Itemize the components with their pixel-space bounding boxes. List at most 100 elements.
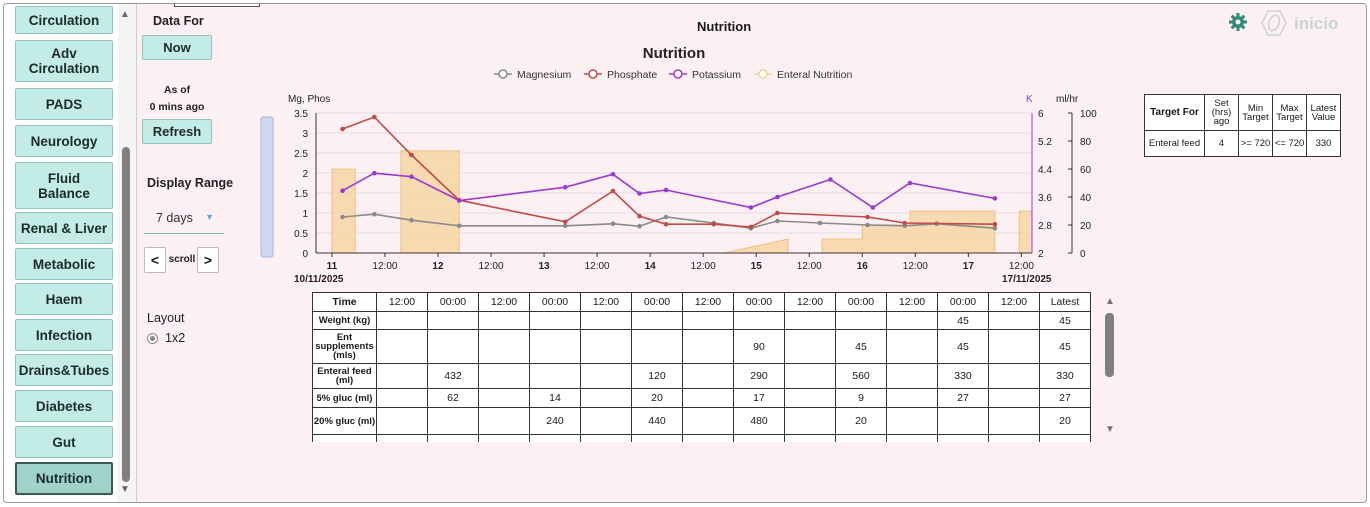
scroll-next-button[interactable]: > xyxy=(197,247,219,273)
table-scrollbar-thumb[interactable] xyxy=(1105,313,1114,377)
phosphate-point xyxy=(637,213,642,219)
time-column-header: 12:00 xyxy=(580,292,632,312)
target-header: Max Target xyxy=(1272,94,1307,131)
display-range-select[interactable]: 7 days ▼ xyxy=(144,204,224,234)
phosphate-point xyxy=(775,210,780,216)
table-scroll-up-icon[interactable]: ▲ xyxy=(1105,296,1115,307)
table-cell: 480 xyxy=(733,407,785,435)
sidebar-item-gut[interactable]: Gut xyxy=(15,426,113,458)
sidebar-item-neurology[interactable]: Neurology xyxy=(15,125,113,157)
table-cell xyxy=(529,311,581,330)
table-row: Enteral feed (ml) 432 120 290 560 330 330 xyxy=(312,363,1091,389)
phosphate-point xyxy=(340,126,345,132)
sidebar-item-adv-circulation[interactable]: Adv Circulation xyxy=(15,40,113,82)
x-tick-label: 12:00 xyxy=(479,261,504,272)
as-of-label: As of xyxy=(163,84,191,96)
range-slider-handle xyxy=(260,116,274,258)
target-cell: >= 720 xyxy=(1238,130,1273,157)
potassium-point xyxy=(775,194,780,200)
start-date-label: 10/11/2025 xyxy=(294,274,344,285)
sidebar-item-diabetes[interactable]: Diabetes xyxy=(15,390,113,422)
phosphate-point xyxy=(372,114,377,120)
legend-marker xyxy=(498,69,508,79)
potassium-point xyxy=(340,188,345,193)
table-cell xyxy=(427,407,479,435)
table-row: Weight (kg) 45 45 xyxy=(312,311,1091,330)
ml-hr-tick-label: 20 xyxy=(1080,221,1092,232)
potassium-tick-label: 2.8 xyxy=(1038,221,1052,232)
layout-radio[interactable] xyxy=(147,333,158,344)
left-tick-label: 2.5 xyxy=(294,149,308,160)
table-cell: 45 xyxy=(1039,329,1091,364)
refresh-button[interactable]: Refresh xyxy=(142,119,212,144)
table-row: Enteral feed 4 >= 720 <= 720 330 xyxy=(1144,130,1341,157)
scroll-up-icon[interactable]: ▲ xyxy=(120,9,130,20)
table-row: Ent supplements (mls) 90 45 45 45 xyxy=(312,329,1091,364)
potassium-point xyxy=(828,177,833,182)
left-tick-label: 2 xyxy=(302,169,308,180)
ml-hr-tick-label: 0 xyxy=(1080,249,1086,260)
legend-marker xyxy=(758,69,768,79)
layout-option: 1x2 xyxy=(165,331,186,345)
magnesium-line xyxy=(342,213,995,230)
sidebar-item-fluid-balance[interactable]: Fluid Balance xyxy=(15,162,113,209)
time-column-header: 12:00 xyxy=(784,292,836,312)
dropdown-arrow-icon: ▼ xyxy=(205,212,214,222)
target-cell: 4 xyxy=(1204,130,1239,157)
phosphate-point xyxy=(610,188,616,194)
sidebar-item-renal-liver[interactable]: Renal & Liver xyxy=(15,212,113,244)
sidebar-item-infection[interactable]: Infection xyxy=(15,319,113,351)
time-column-header: 12:00 xyxy=(376,292,428,312)
table-cell: 45 xyxy=(835,329,887,364)
as-of-value: 0 mins ago xyxy=(149,101,205,113)
sidebar-item-haem[interactable]: Haem xyxy=(15,283,113,315)
left-tick-label: 0.5 xyxy=(294,229,308,240)
potassium-tick-label: 5.2 xyxy=(1038,137,1052,148)
x-tick-label: 12:00 xyxy=(372,261,397,272)
data-table: Time 12:00 00:00 12:00 00:00 12:00 00:00 12:00 0… xyxy=(312,292,1091,442)
inicio-logo: inicio xyxy=(1261,10,1338,36)
sidebar-item-nutrition[interactable]: Nutrition xyxy=(15,462,113,495)
time-column-header: 12:00 xyxy=(886,292,938,312)
ml-hr-axis-label: ml/hr xyxy=(1056,94,1079,105)
table-cell xyxy=(478,407,530,435)
left-tick-label: 0 xyxy=(302,249,308,260)
sidebar-item-drains-tubes[interactable]: Drains&Tubes xyxy=(15,354,113,386)
sidebar-scrollbar-thumb[interactable] xyxy=(122,147,130,482)
x-tick-label: 12:00 xyxy=(691,261,716,272)
time-column-header: 12:00 xyxy=(478,292,530,312)
time-column-header: 12:00 xyxy=(682,292,734,312)
table-cell xyxy=(784,329,836,364)
table-cell xyxy=(988,363,1040,389)
table-row xyxy=(312,434,1091,442)
potassium-tick-label: 2 xyxy=(1038,249,1044,260)
table-cell: 240 xyxy=(529,407,581,435)
table-cell xyxy=(784,388,836,408)
sidebar-item-metabolic[interactable]: Metabolic xyxy=(15,248,113,280)
table-cell xyxy=(886,329,938,364)
table-cell xyxy=(529,363,581,389)
target-cell: Enteral feed xyxy=(1144,130,1205,157)
nutrition-chart: Nutrition Magnesium Phosphate Potassium Ente… xyxy=(260,45,1097,285)
gear-icon[interactable] xyxy=(1228,12,1248,32)
phosphate-point xyxy=(748,224,754,230)
left-tick-label: 1.5 xyxy=(294,189,308,200)
sidebar-item-pads[interactable]: PADS xyxy=(15,88,113,120)
table-scroll-down-icon[interactable]: ▼ xyxy=(1105,424,1115,435)
row-label: 20% gluc (ml) xyxy=(312,407,377,435)
sidebar: Circulation Adv Circulation PADS Neurolo… xyxy=(4,4,137,502)
phosphate-point xyxy=(663,221,669,227)
target-cell: <= 720 xyxy=(1272,130,1307,157)
magnesium-point xyxy=(409,217,414,223)
scroll-prev-button[interactable]: < xyxy=(144,247,166,273)
table-cell xyxy=(886,407,938,435)
left-tick-label: 1 xyxy=(302,209,308,220)
table-cell xyxy=(886,388,938,408)
time-column-header: 00:00 xyxy=(835,292,887,312)
table-cell: 62 xyxy=(427,388,479,408)
scroll-down-icon[interactable]: ▼ xyxy=(120,484,130,495)
now-button[interactable]: Now xyxy=(142,35,212,60)
sidebar-item-circulation[interactable]: Circulation xyxy=(15,6,113,34)
table-cell: 330 xyxy=(937,363,989,389)
table-cell xyxy=(988,407,1040,435)
